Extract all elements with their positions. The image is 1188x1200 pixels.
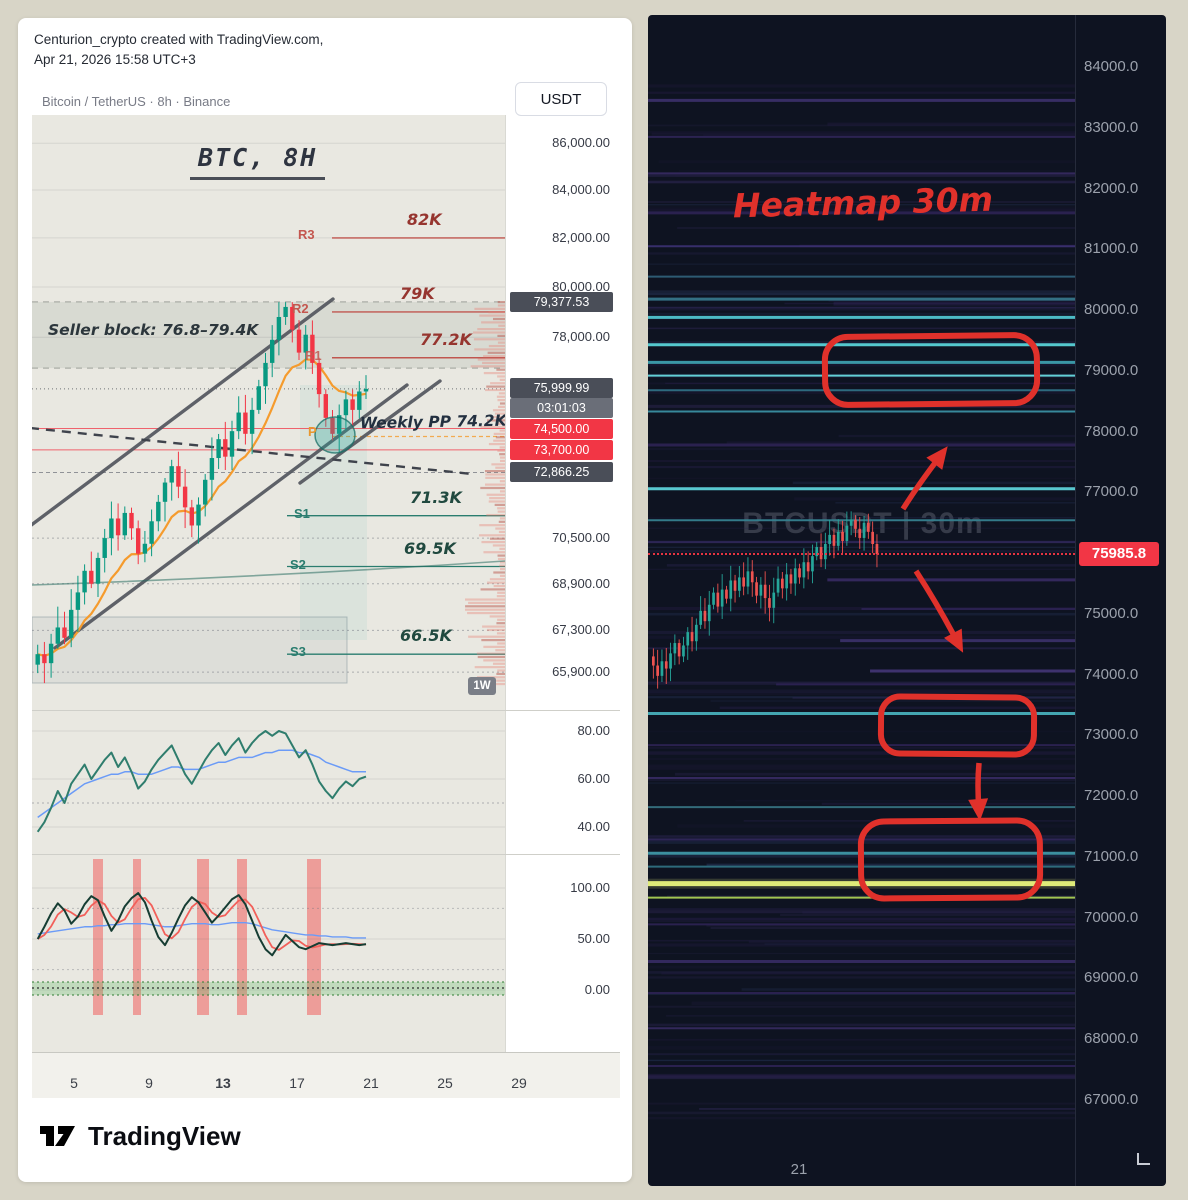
price-badge-level: 72,866.25 <box>510 462 613 482</box>
price-axis-label: 67,300.00 <box>552 622 610 638</box>
pivot-label-s2: S2 <box>290 557 306 572</box>
annotation-box-mid-liquidity <box>877 693 1038 758</box>
price-axis-label: 86,000.00 <box>552 135 610 151</box>
price-axis-label: 84,000.00 <box>552 182 610 198</box>
stoch-axis-label: 50.00 <box>577 931 610 946</box>
heatmap-axis-label: 78000.0 <box>1084 422 1139 440</box>
pivot-label-s3: S3 <box>290 644 306 659</box>
heatmap-axis-label: 82000.0 <box>1084 179 1139 197</box>
price-axis-label: 82,000.00 <box>552 229 610 245</box>
rsi-axis-label: 80.00 <box>577 723 610 738</box>
heatmap-axis-label: 79000.0 <box>1084 361 1139 379</box>
heatmap-axis-label: 75000.0 <box>1084 604 1139 622</box>
rsi-axis-label: 60.00 <box>577 771 610 786</box>
time-axis-label: 29 <box>511 1075 527 1091</box>
price-axis-label: 68,900.00 <box>552 575 610 591</box>
price-badge-countdown: 03:01:03 <box>510 398 613 418</box>
pivot-label-r2: R2 <box>292 301 309 316</box>
main-price-chart[interactable]: BTC, 8H Seller block: 76.8–79.4K Weekly … <box>28 115 620 710</box>
time-axis-label: 21 <box>363 1075 379 1091</box>
tradingview-logo: TradingView <box>38 1114 241 1158</box>
heatmap-axis-label: 84000.0 <box>1084 58 1139 75</box>
heatmap-axis-label: 83000.0 <box>1084 118 1139 136</box>
time-label: 21 <box>790 1161 808 1178</box>
liquidation-heatmap-panel[interactable]: BTCUSDT | 30m Heatmap 30m 75985.8 21 840… <box>648 15 1166 1186</box>
level-annotation-71-3k: 71.3K <box>410 488 462 507</box>
heatmap-axis-label: 68000.0 <box>1084 1030 1139 1048</box>
heatmap-canvas[interactable] <box>648 15 1075 1186</box>
candlestick-canvas[interactable] <box>28 115 506 710</box>
symbol-title: Bitcoin / TetherUS · 8h · Binance <box>42 94 231 109</box>
time-axis-label: 25 <box>437 1075 453 1091</box>
heatmap-title-annotation: Heatmap 30m <box>732 179 994 226</box>
heatmap-axis-label: 81000.0 <box>1084 240 1139 258</box>
heatmap-axis-label: 72000.0 <box>1084 787 1139 805</box>
heatmap-axis-label: 77000.0 <box>1084 483 1139 501</box>
heatmap-axis-label: 67000.0 <box>1084 1091 1139 1108</box>
attribution-line-2: Apr 21, 2026 15:58 UTC+3 <box>34 52 196 67</box>
heatmap-axis-label: 71000.0 <box>1084 847 1139 865</box>
time-axis-label: 5 <box>70 1075 78 1091</box>
level-annotation-77-2k: 77.2K <box>420 330 472 349</box>
seller-block-annotation: Seller block: 76.8–79.4K <box>48 321 259 339</box>
heatmap-axis-label: 70000.0 <box>1084 908 1139 926</box>
weekly-pp-annotation: Weekly PP 74.2K <box>359 411 507 433</box>
axis-corner-icon <box>1137 1153 1150 1165</box>
tradingview-logo-icon <box>40 1126 75 1146</box>
price-badge-alert-1: 74,500.00 <box>510 419 613 439</box>
rsi-axis[interactable]: 80.00 60.00 40.00 <box>505 711 620 854</box>
price-axis[interactable]: 79,377.53 75,999.99 03:01:03 74,500.00 7… <box>505 115 620 710</box>
time-axis[interactable]: 5 9 13 17 21 25 29 <box>32 1052 620 1098</box>
heatmap-axis-label: 74000.0 <box>1084 665 1139 683</box>
pivot-label-p: P <box>308 424 317 439</box>
axis-separator <box>1075 15 1076 1186</box>
time-axis-label: 13 <box>215 1075 231 1091</box>
current-price-line <box>648 553 1075 555</box>
time-axis-label: 9 <box>145 1075 153 1091</box>
current-price-badge: 75985.8 <box>1079 542 1159 566</box>
stoch-axis-label: 0.00 <box>584 982 610 997</box>
tradingview-chart-card: Centurion_crypto created with TradingVie… <box>18 18 632 1182</box>
price-axis-label: 65,900.00 <box>552 664 610 680</box>
annotation-box-lower-liquidity <box>857 817 1044 902</box>
currency-toggle-button[interactable]: USDT <box>515 82 607 116</box>
tradingview-logo-text: TradingView <box>88 1120 241 1151</box>
stoch-indicator-pane[interactable]: 100.00 50.00 0.00 <box>32 854 620 1052</box>
level-annotation-66-5k: 66.5K <box>400 626 452 645</box>
stoch-axis[interactable]: 100.00 50.00 0.00 <box>505 855 620 1052</box>
price-axis-label: 70,500.00 <box>552 530 610 546</box>
chart-annotation-title: BTC, 8H <box>190 143 326 180</box>
pivot-label-r1: R1 <box>305 348 322 363</box>
heatmap-axis-label: 69000.0 <box>1084 969 1139 987</box>
heatmap-axis-label: 80000.0 <box>1084 301 1139 319</box>
rsi-indicator-pane[interactable]: 80.00 60.00 40.00 <box>32 710 620 854</box>
pivot-label-s1: S1 <box>294 506 310 521</box>
heatmap-axis-label: 73000.0 <box>1084 726 1139 744</box>
price-axis-label: 78,000.00 <box>552 329 610 345</box>
chart-watermark: BTCUSDT | 30m <box>742 507 984 540</box>
level-annotation-69-5k: 69.5K <box>404 539 456 558</box>
level-annotation-79k: 79K <box>400 284 435 303</box>
level-annotation-82k: 82K <box>407 210 442 229</box>
annotation-box-upper-liquidity <box>821 331 1041 409</box>
price-badge-alert-2: 73,700.00 <box>510 440 613 460</box>
pivot-label-r3: R3 <box>298 227 315 242</box>
attribution: Centurion_crypto created with TradingVie… <box>34 30 323 70</box>
price-badge-high: 79,377.53 <box>510 292 613 312</box>
time-axis-label: 17 <box>289 1075 305 1091</box>
attribution-line-1: Centurion_crypto created with TradingVie… <box>34 32 324 47</box>
timeframe-badge: 1W <box>468 677 496 695</box>
price-badge-last: 75,999.99 <box>510 378 613 398</box>
rsi-canvas[interactable] <box>32 711 505 854</box>
price-axis-label: 80,000.00 <box>552 278 610 294</box>
rsi-axis-label: 40.00 <box>577 819 610 834</box>
stoch-axis-label: 100.00 <box>570 880 610 895</box>
stoch-canvas[interactable] <box>32 855 505 1052</box>
